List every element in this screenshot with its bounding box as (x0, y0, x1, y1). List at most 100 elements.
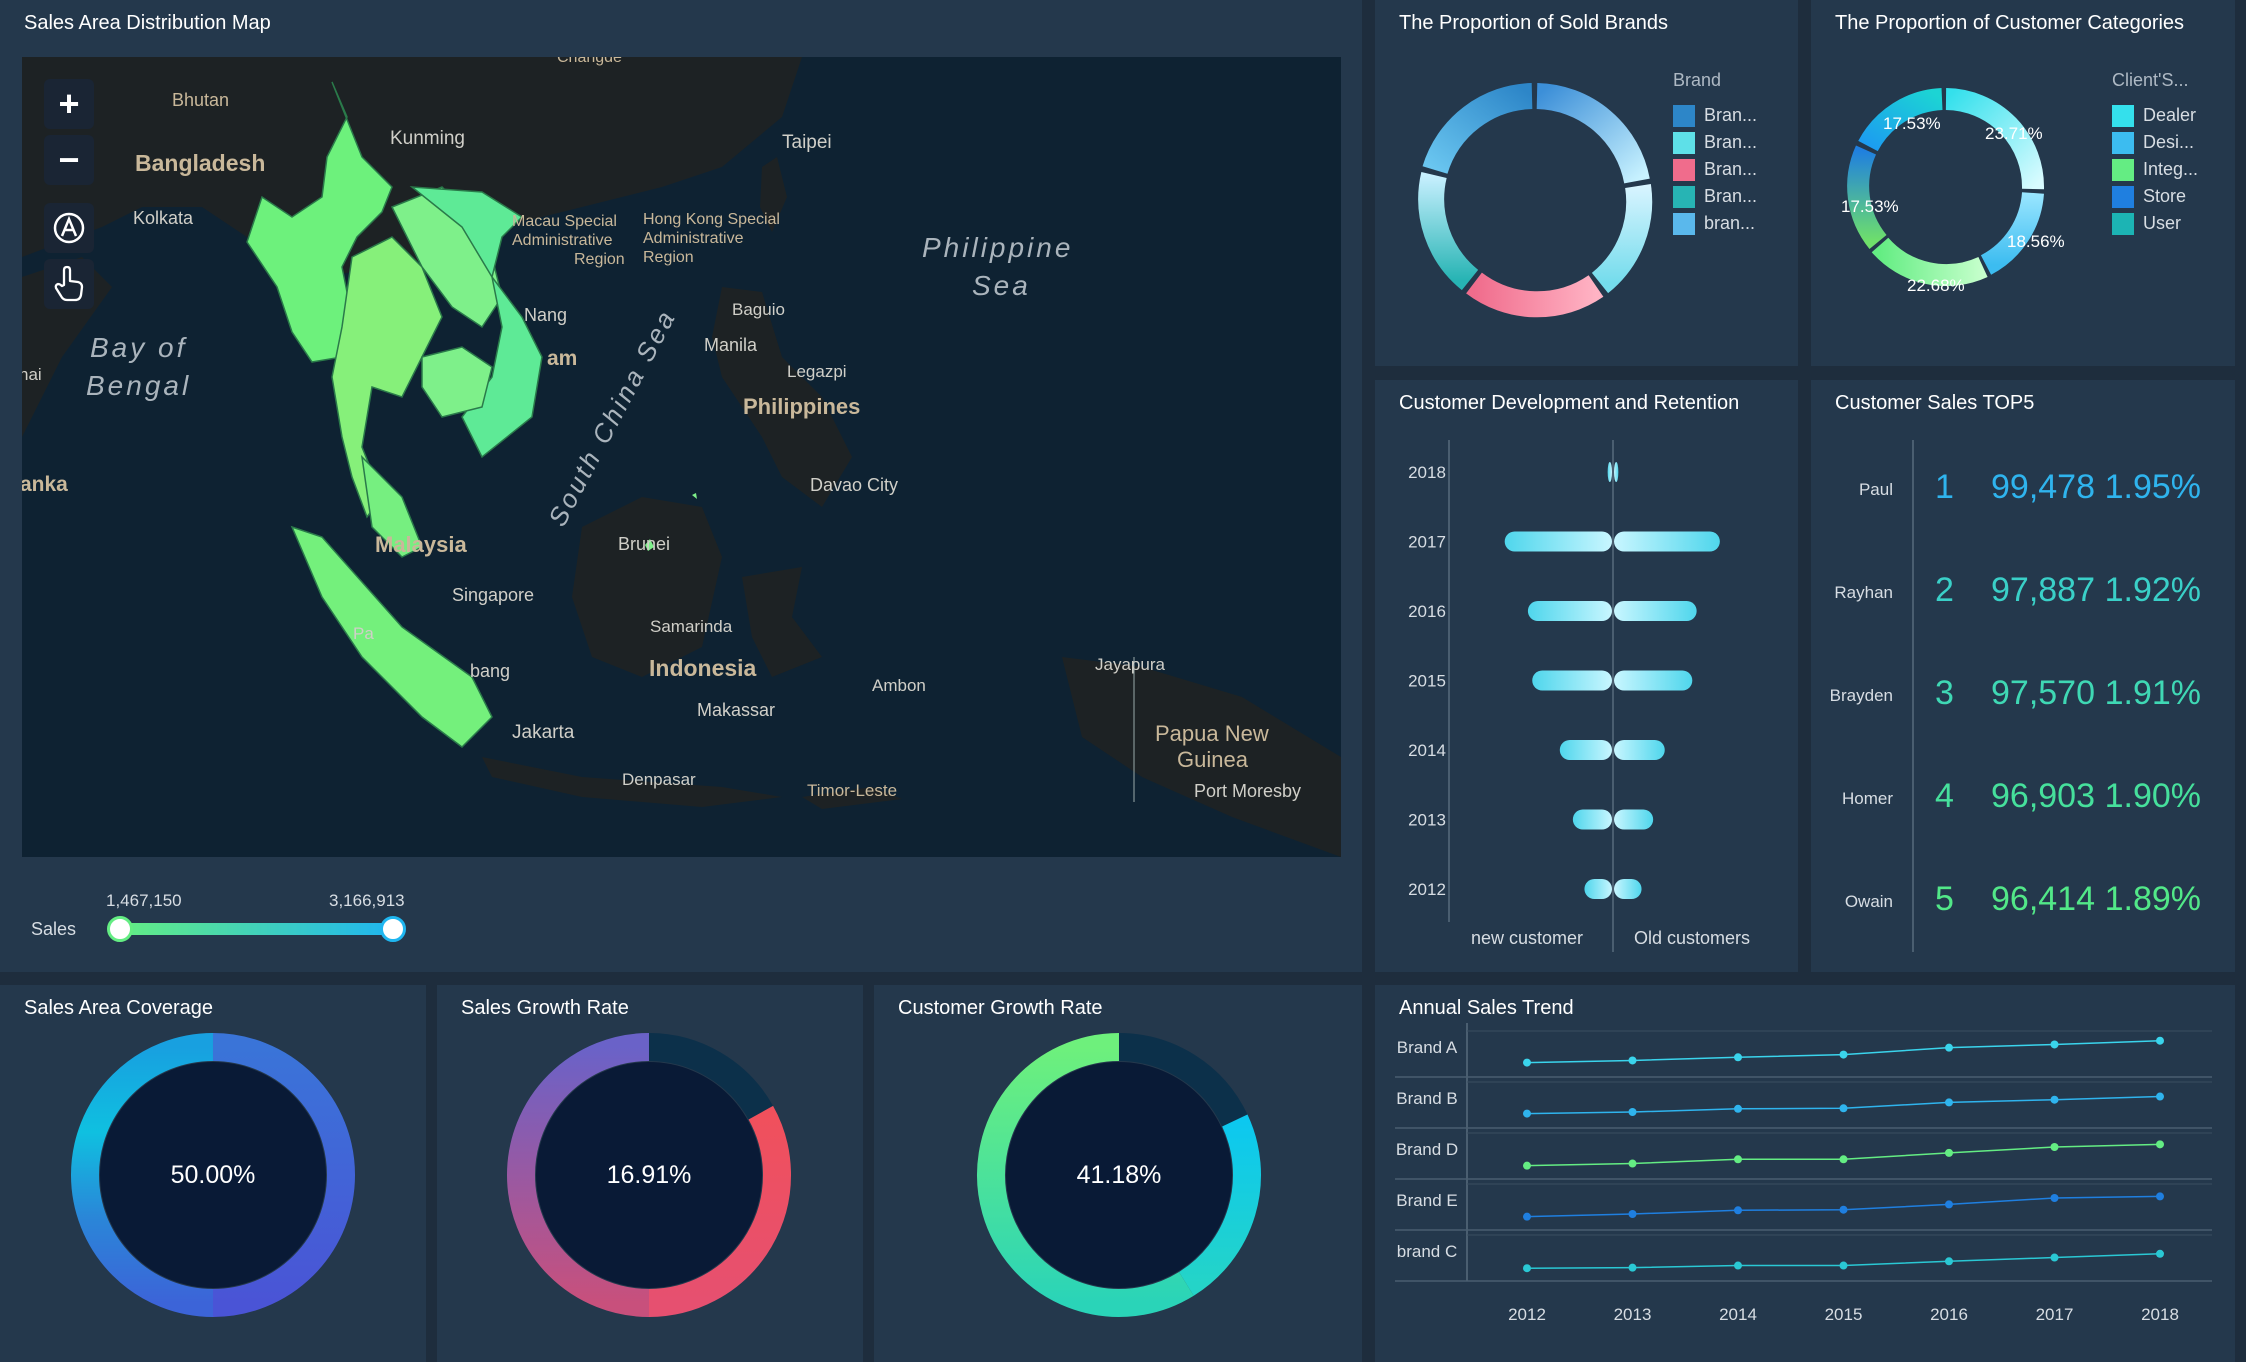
sold-brands-legend-item[interactable]: Bran... (1673, 183, 1757, 210)
customer-categories-legend-title: Client'S... (2112, 70, 2189, 90)
customer-categories-slice (1871, 237, 1988, 287)
trend-point[interactable] (2050, 1194, 2059, 1202)
trend-point[interactable] (1523, 1212, 1531, 1221)
trend-point[interactable] (1839, 1155, 1848, 1164)
trend-point[interactable] (1628, 1108, 1637, 1116)
customer-categories-legend-item[interactable]: Dealer (2112, 102, 2198, 129)
customer-categories-legend-item[interactable]: Integ... (2112, 156, 2198, 183)
retention-year-label: 2018 (1408, 463, 1446, 482)
sold-brands-legend-label: bran... (1704, 213, 1756, 233)
category-pct-label: 17.53% (1841, 197, 1899, 216)
trend-year-label: 2015 (1825, 1305, 1863, 1324)
customer-growth-title: Customer Growth Rate (898, 997, 1103, 1019)
region-brunei (645, 539, 654, 551)
trend-point[interactable] (1734, 1053, 1742, 1062)
zoom-in-button[interactable]: + (44, 79, 94, 129)
map-label: Timor-Leste (807, 781, 898, 800)
map-label: Denpasar (622, 770, 696, 789)
trend-point[interactable] (1734, 1206, 1742, 1215)
sales-growth-title: Sales Growth Rate (461, 997, 629, 1019)
sold-brands-legend-item[interactable]: bran... (1673, 210, 1757, 237)
trend-point[interactable] (1734, 1104, 1742, 1113)
land-sulawesi (742, 567, 822, 677)
trend-point[interactable] (2156, 1140, 2164, 1149)
gauge-value-arc (212, 1033, 355, 1317)
trend-point[interactable] (2156, 1249, 2164, 1258)
customer-categories-legend-item[interactable]: User (2112, 210, 2198, 237)
coverage-value: 50.00% (170, 1161, 256, 1189)
customer-categories-legend-label: Dealer (2143, 105, 2197, 125)
reset-view-button[interactable] (44, 203, 94, 253)
trend-point[interactable] (1523, 1161, 1531, 1170)
retention-bar-old (1614, 670, 1693, 691)
sold-brands-slice (1466, 272, 1604, 318)
trend-point[interactable] (1839, 1104, 1848, 1113)
map-label: Guinea (1177, 747, 1248, 772)
sales-legend-label: Sales (31, 919, 77, 939)
sales-range-handle-min[interactable] (107, 916, 133, 942)
gauge-value-arc (1118, 1033, 1248, 1127)
trend-point[interactable] (2156, 1192, 2164, 1201)
retention-bar-new (1532, 670, 1612, 691)
sales-legend-track[interactable] (120, 923, 392, 935)
gauge-value-arc (1178, 1114, 1261, 1296)
sold-brands-slice (1591, 184, 1653, 294)
sold-brands-legend: Bran... Bran... Bran... Bran... bran... (1673, 102, 1757, 237)
category-pct-label: 23.71% (1985, 124, 2043, 143)
customer-categories-title: The Proportion of Customer Categories (1835, 12, 2185, 34)
map-label: Baguio (732, 300, 785, 319)
trend-point[interactable] (2050, 1253, 2059, 1262)
trend-point[interactable] (1734, 1155, 1742, 1164)
sales-growth-gauge (507, 1033, 791, 1317)
trend-point[interactable] (2050, 1095, 2059, 1104)
trend-point[interactable] (2156, 1036, 2164, 1045)
sold-brands-legend-item[interactable]: Bran... (1673, 102, 1757, 129)
trend-point[interactable] (1945, 1200, 1953, 1209)
customer-categories-legend-item[interactable]: Desi... (2112, 129, 2198, 156)
top5-rank: 2 (1935, 571, 1954, 609)
top5-name: Owain (1844, 892, 1893, 911)
sales-legend-max: 3,166,913 (329, 891, 405, 910)
trend-point[interactable] (2050, 1143, 2059, 1151)
trend-point[interactable] (2050, 1040, 2059, 1049)
land-taiwan (760, 157, 787, 232)
map-label: Administrative (643, 230, 744, 247)
trend-point[interactable] (1839, 1050, 1848, 1059)
retention-year-label: 2015 (1408, 672, 1446, 691)
map-label: Jayapura (1095, 655, 1165, 674)
sales-range-handle-max[interactable] (380, 916, 406, 942)
map-label: Pa (353, 624, 374, 643)
sold-brands-legend-label: Bran... (1704, 132, 1758, 152)
trend-point[interactable] (1945, 1148, 1953, 1157)
trend-point[interactable] (2156, 1092, 2164, 1101)
trend-point[interactable] (1628, 1159, 1637, 1168)
retention-bar-new (1559, 740, 1612, 760)
trend-year-label: 2012 (1508, 1305, 1546, 1324)
pan-tool-button[interactable] (44, 259, 94, 309)
map-label: Samarinda (650, 617, 733, 636)
trend-point[interactable] (1839, 1261, 1848, 1270)
trend-point[interactable] (1734, 1261, 1742, 1270)
trend-point[interactable] (1523, 1058, 1531, 1067)
map-label: Kunming (390, 128, 465, 149)
trend-point[interactable] (1945, 1098, 1953, 1107)
trend-brand-label: brand C (1397, 1242, 1457, 1261)
trend-point[interactable] (1523, 1264, 1531, 1273)
map-label: bang (470, 661, 511, 681)
trend-point[interactable] (1523, 1109, 1531, 1118)
trend-point[interactable] (1628, 1263, 1637, 1272)
trend-point[interactable] (1945, 1043, 1953, 1052)
zoom-out-button[interactable]: − (44, 135, 94, 185)
map-label: Port Moresby (1194, 781, 1302, 801)
trend-point[interactable] (1628, 1056, 1637, 1065)
trend-panel: Annual Sales Trend Brand A Brand B Brand D… (1375, 985, 2235, 1362)
trend-point[interactable] (1945, 1257, 1953, 1266)
map-canvas[interactable]: Changde Bhutan Kunming Taipei Bangladesh… (22, 57, 1341, 857)
trend-point[interactable] (1628, 1210, 1637, 1218)
customer-categories-slice (1847, 145, 1887, 249)
sold-brands-legend-item[interactable]: Bran... (1673, 129, 1757, 156)
customer-categories-legend-item[interactable]: Store (2112, 183, 2198, 210)
sold-brands-legend-item[interactable]: Bran... (1673, 156, 1757, 183)
trend-point[interactable] (1839, 1205, 1848, 1214)
sold-brands-slice (1536, 83, 1650, 184)
